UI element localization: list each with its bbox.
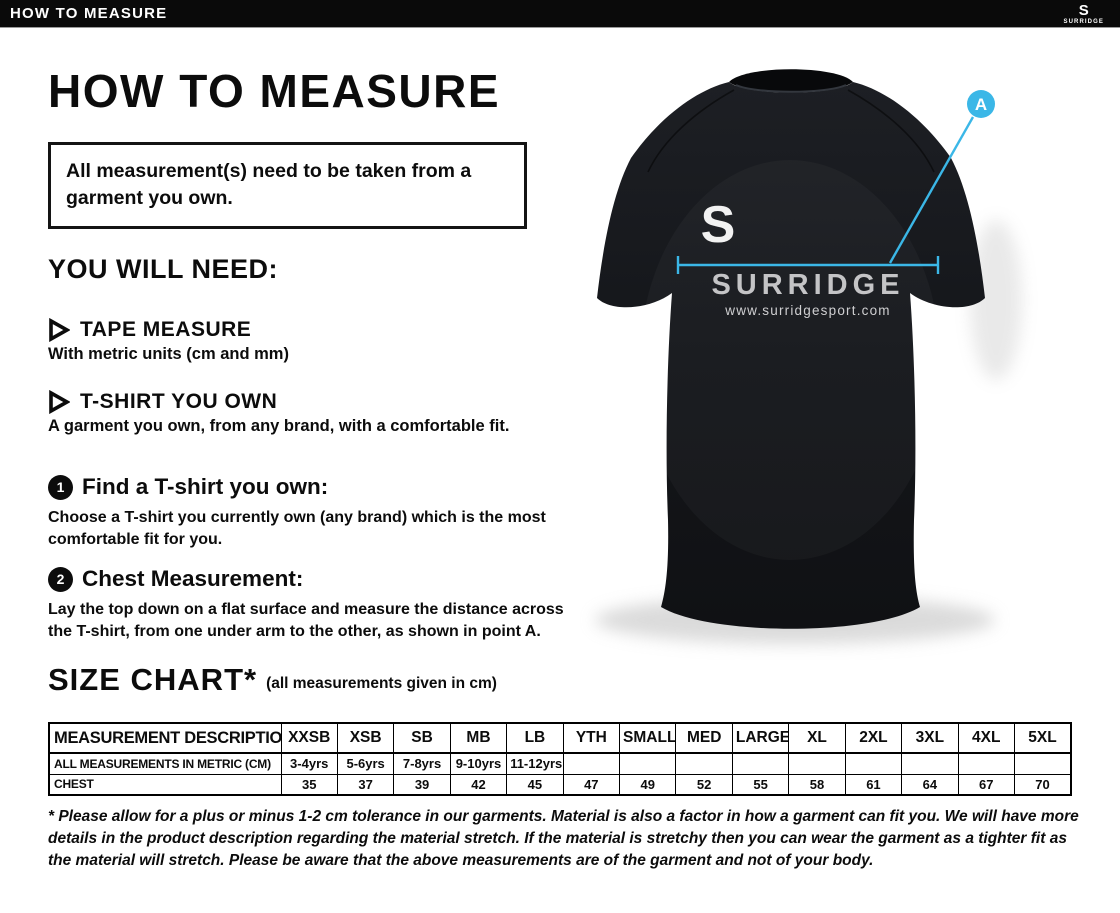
column-header-size: 4XL [957, 722, 1015, 754]
play-triangle-icon [49, 318, 70, 342]
table-cell: 47 [562, 773, 621, 796]
table-cell [844, 752, 903, 775]
column-header-size: 3XL [901, 722, 959, 754]
table-header-row: MEASUREMENT DESCRIPTION XXSB XSB SB MB LB YTH S… [48, 722, 1072, 754]
surridge-brand-label: SURRIDGE [1063, 18, 1104, 25]
table-cell: 64 [901, 773, 959, 796]
need-item-title: TAPE MEASURE [80, 318, 252, 341]
size-chart-subtitle: (all measurements given in cm) [266, 675, 497, 692]
table-cell: 67 [957, 773, 1015, 796]
column-header-size: SMALL [619, 722, 677, 754]
table-cell: 11-12yrs [506, 752, 564, 775]
table-cell: 5-6yrs [336, 752, 395, 775]
shirt-brand-wordmark: SURRIDGE [711, 269, 904, 301]
table-cell: 52 [675, 773, 733, 796]
notice-box: All measurement(s) need to be taken from… [48, 142, 527, 229]
table-cell [562, 752, 621, 775]
column-header-size: LARGE [731, 722, 790, 754]
column-header-size: 2XL [844, 722, 903, 754]
need-item-title: T-SHIRT YOU OWN [80, 390, 278, 413]
tshirt-figure: S SURRIDGE www.surridgesport.com A [560, 60, 1090, 660]
step-chest-measurement: 2 Chest Measurement: Lay the top down on… [48, 566, 588, 642]
step-description: Choose a T-shirt you currently own (any … [48, 509, 546, 548]
table-cell: 58 [788, 773, 846, 796]
need-item-tshirt: T-SHIRT YOU OWN A garment you own, from … [48, 390, 509, 436]
surridge-logo-icon: S SURRIDGE [1064, 3, 1104, 25]
chest-measurement-line [676, 116, 975, 274]
column-header-size: MB [449, 722, 508, 754]
you-will-need-heading: YOU WILL NEED: [48, 254, 279, 284]
table-cell: 70 [1013, 773, 1072, 796]
size-chart-table-body: ALL MEASUREMENTS IN METRIC (CM) 3-4yrs 5-6… [48, 752, 1072, 796]
table-cell: 55 [731, 773, 790, 796]
table-cell: 61 [844, 773, 903, 796]
page-title: HOW TO MEASURE [48, 65, 501, 117]
table-cell: 37 [336, 773, 395, 796]
table-cell: 9-10yrs [449, 752, 508, 775]
table-cell: 42 [449, 773, 508, 796]
column-header-size: XSB [336, 722, 395, 754]
fabric-sheen [640, 160, 940, 560]
row-label: CHEST [48, 773, 282, 796]
tolerance-footnote: * Please allow for a plus or minus 1-2 c… [48, 808, 1079, 870]
step-title: Chest Measurement: [82, 566, 304, 591]
top-bar: HOW TO MEASURE S SURRIDGE [0, 0, 1120, 28]
point-a-label: A [975, 95, 987, 114]
tshirt-illustration: S SURRIDGE www.surridgesport.com A [595, 69, 1022, 644]
column-header-size: XL [788, 722, 846, 754]
right-seam [847, 89, 935, 173]
table-cell: 45 [506, 773, 564, 796]
need-item-description: A garment you own, from any brand, with … [48, 417, 510, 435]
shirt-chest-logo: S [701, 196, 736, 254]
collar-rim [735, 84, 847, 93]
shirt-website-text: www.surridgesport.com [724, 303, 891, 318]
table-row: CHEST 35 37 39 42 45 47 49 52 55 58 61 64 67 70 [48, 773, 1072, 796]
column-header-size: XXSB [280, 722, 338, 754]
left-seam [647, 89, 735, 173]
table-cell: 3-4yrs [280, 752, 338, 775]
size-chart-table-head: MEASUREMENT DESCRIPTION XXSB XSB SB MB LB YTH S… [48, 722, 1072, 754]
table-cell: 39 [393, 773, 451, 796]
need-item-description: With metric units (cm and mm) [48, 345, 289, 363]
column-header-size: YTH [562, 722, 621, 754]
column-header-description: MEASUREMENT DESCRIPTION [48, 722, 282, 754]
need-item-tape-measure: TAPE MEASURE With metric units (cm and m… [48, 318, 289, 364]
table-cell: 49 [619, 773, 677, 796]
table-cell [1013, 752, 1072, 775]
size-chart-title: SIZE CHART* [48, 662, 258, 697]
table-cell [675, 752, 733, 775]
column-header-size: MED [675, 722, 733, 754]
point-a-marker [967, 90, 995, 118]
tshirt-body [597, 82, 985, 629]
step-find-tshirt: 1 Find a T-shirt you own: Choose a T-shi… [48, 474, 588, 550]
table-cell [731, 752, 790, 775]
step-number-badge: 1 [48, 474, 73, 500]
play-triangle-icon [49, 390, 70, 414]
table-cell [901, 752, 959, 775]
size-chart-table: MEASUREMENT DESCRIPTION XXSB XSB SB MB LB YTH S… [48, 722, 1072, 796]
table-cell [788, 752, 846, 775]
column-header-size: 5XL [1013, 722, 1072, 754]
step-title: Find a T-shirt you own: [82, 474, 329, 499]
row-label: ALL MEASUREMENTS IN METRIC (CM) [48, 752, 282, 775]
sleeve-shadow [970, 220, 1022, 380]
step-description: Lay the top down on a flat surface and m… [48, 601, 564, 640]
collar [729, 69, 853, 92]
table-cell [619, 752, 677, 775]
column-header-size: SB [393, 722, 451, 754]
column-header-size: LB [506, 722, 564, 754]
surridge-s-icon: S [1078, 1, 1089, 19]
step-number-badge: 2 [48, 566, 73, 592]
table-cell [957, 752, 1015, 775]
table-cell: 7-8yrs [393, 752, 451, 775]
table-cell: 35 [280, 773, 338, 796]
size-chart-heading: SIZE CHART* (all measurements given in c… [48, 662, 497, 698]
table-row: ALL MEASUREMENTS IN METRIC (CM) 3-4yrs 5-6… [48, 752, 1072, 775]
topbar-title: HOW TO MEASURE [10, 5, 168, 22]
